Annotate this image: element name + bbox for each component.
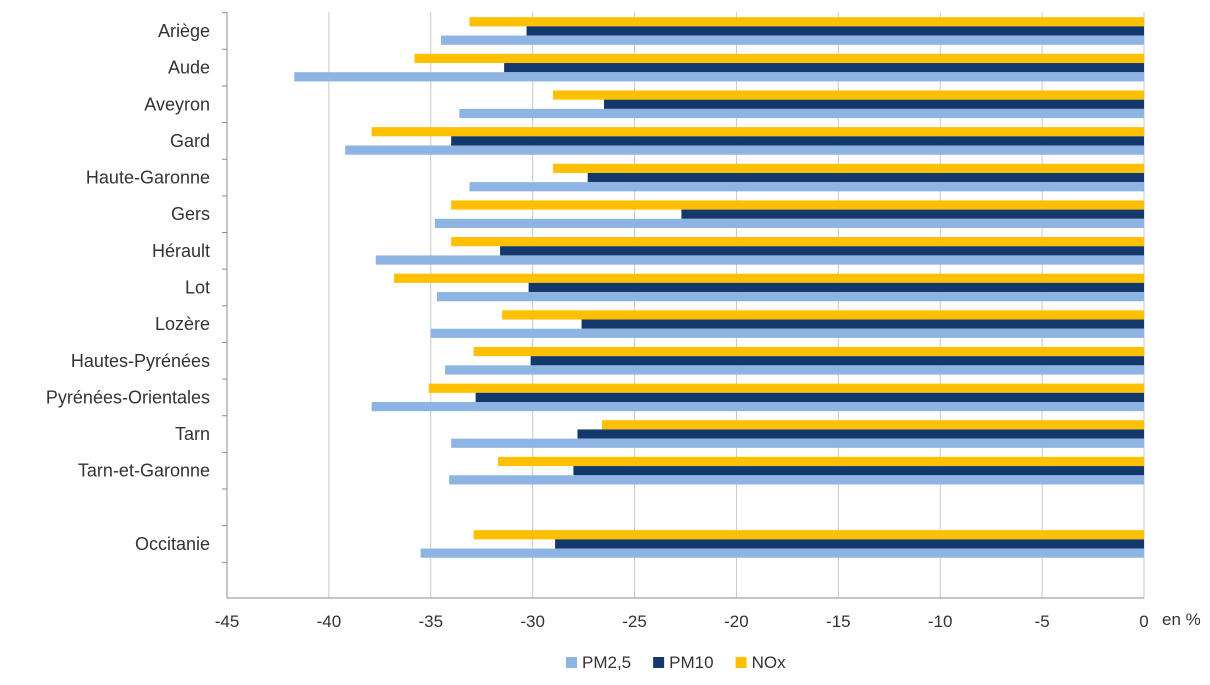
category-label: Ariège <box>158 21 210 41</box>
bar-pm2-5 <box>440 35 1144 45</box>
axes <box>222 12 1144 599</box>
bar-pm2-5 <box>459 108 1145 119</box>
legend-swatch-pm2-5 <box>566 657 577 668</box>
legend-label: PM10 <box>669 653 713 672</box>
x-axis-unit-label: en % <box>1162 610 1201 629</box>
x-tick-label: -5 <box>1035 612 1050 631</box>
x-tick-labels: -45 -40 -35 -30 -25 -20 -15 -10 -5 0 <box>215 612 1149 631</box>
bar-nox <box>371 127 1144 137</box>
category-label: Hautes-Pyrénées <box>71 351 210 371</box>
bar-pm2-5 <box>375 255 1144 265</box>
bar-nox <box>473 346 1144 357</box>
bar-pm10 <box>526 26 1144 36</box>
bar-pm2-5 <box>434 218 1144 228</box>
legend-swatch-pm10 <box>653 657 665 668</box>
bar-pm10 <box>581 319 1144 329</box>
category-label: Hérault <box>152 241 210 261</box>
x-tick-label: -35 <box>418 612 443 631</box>
bar-pm10 <box>475 392 1144 402</box>
bar-nox <box>451 200 1145 210</box>
bar-pm10 <box>451 136 1145 146</box>
category-label: Aveyron <box>144 94 210 114</box>
category-label: Haute-Garonne <box>86 168 210 188</box>
legend-swatch-nox <box>735 657 747 668</box>
bar-nox <box>502 310 1145 320</box>
bar-pm10 <box>530 356 1144 366</box>
bar-pm2-5 <box>451 438 1145 448</box>
category-label: Pyrénées-Orientales <box>46 387 210 407</box>
bar-pm2-5 <box>294 72 1144 82</box>
bar-pm2-5 <box>445 365 1144 375</box>
bar-pm10 <box>573 466 1144 476</box>
legend: PM2,5 PM10 NOx <box>566 653 786 672</box>
bar-pm2-5 <box>449 475 1144 485</box>
x-tick-label: -20 <box>724 612 749 631</box>
bar-nox <box>428 383 1144 393</box>
legend-label: PM2,5 <box>582 653 631 672</box>
x-tick-label: -25 <box>622 612 647 631</box>
bars <box>294 17 1145 558</box>
category-label: Tarn-et-Garonne <box>78 461 210 481</box>
legend-label: NOx <box>752 653 787 672</box>
bar-pm10 <box>504 63 1144 73</box>
bar-pm10 <box>528 282 1144 293</box>
x-tick-label: 0 <box>1139 612 1148 631</box>
bar-nox <box>473 530 1144 540</box>
category-label: Aude <box>168 58 210 78</box>
bar-pm2-5 <box>430 328 1144 338</box>
bar-nox <box>451 237 1145 247</box>
x-tick-label: -30 <box>520 612 545 631</box>
bar-nox <box>469 17 1144 27</box>
category-labels: Ariège Aude Aveyron Gard Haute-Garonne Gers Hé… <box>46 21 210 554</box>
category-label: Lot <box>185 277 210 297</box>
category-label: Occitanie <box>135 534 210 554</box>
category-label: Gard <box>170 131 210 151</box>
bar-pm2-5 <box>469 182 1144 192</box>
x-tick-label: -10 <box>928 612 953 631</box>
x-tick-label: -45 <box>215 612 240 631</box>
bar-pm10 <box>587 172 1144 183</box>
bar-nox <box>601 420 1144 430</box>
category-label: Lozère <box>155 314 210 334</box>
bar-nox <box>553 163 1144 173</box>
bar-pm10 <box>555 539 1144 549</box>
bar-pm2-5 <box>420 548 1145 558</box>
bar-nox <box>414 53 1144 64</box>
bar-pm2-5 <box>345 145 1144 155</box>
category-label: Tarn <box>175 424 210 444</box>
bar-nox <box>394 273 1144 283</box>
category-label: Gers <box>171 204 210 224</box>
x-tick-label: -40 <box>317 612 342 631</box>
bar-pm2-5 <box>436 292 1144 302</box>
bar-pm10 <box>603 99 1144 109</box>
bar-pm2-5 <box>371 402 1144 412</box>
bar-nox <box>553 90 1144 100</box>
bar-pm10 <box>681 209 1144 219</box>
bar-pm10 <box>577 429 1144 439</box>
bar-pm10 <box>500 246 1144 256</box>
bar-nox <box>498 456 1145 467</box>
x-tick-label: -15 <box>826 612 851 631</box>
